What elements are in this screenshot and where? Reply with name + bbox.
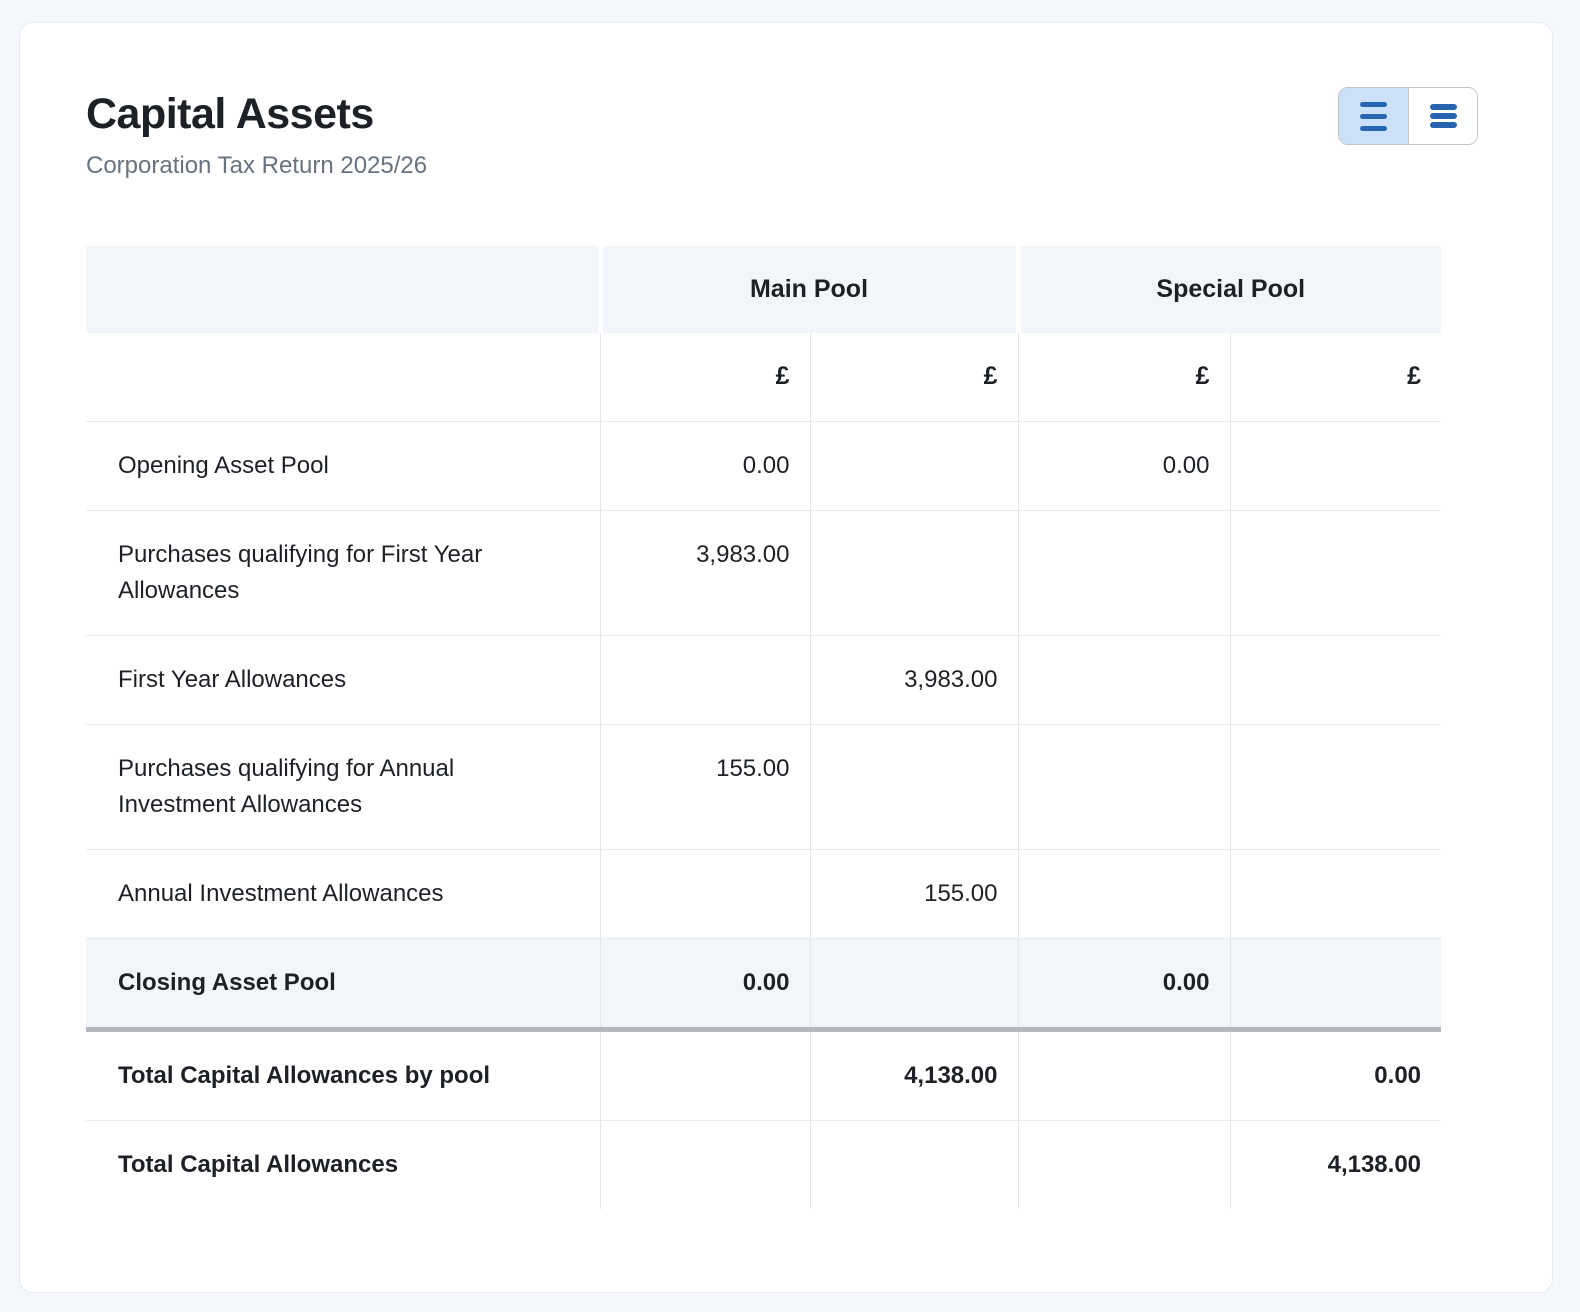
rows-compact-icon: [1429, 104, 1457, 128]
table-row: Total Capital Allowances 4,138.00: [86, 1120, 1442, 1209]
title-block: Capital Assets Corporation Tax Return 20…: [86, 89, 427, 180]
main-pool-value-1: 155.00: [599, 724, 810, 850]
special-pool-value-2: [1229, 510, 1442, 636]
table-body: Opening Asset Pool 0.00 0.00 Purchases q…: [86, 421, 1442, 1209]
special-pool-value-2: [1229, 635, 1442, 725]
main-pool-value-1: 0.00: [599, 938, 810, 1032]
table-row: Closing Asset Pool 0.00 0.00: [86, 938, 1442, 1032]
main-pool-value-1: [599, 635, 810, 725]
main-pool-value-2: 3,983.00: [809, 635, 1018, 725]
special-pool-value-1: [1017, 724, 1230, 850]
table-row: Purchases qualifying for First Year Allo…: [86, 510, 1442, 636]
currency-symbol: £: [1229, 333, 1442, 422]
main-pool-value-2: 4,138.00: [809, 1029, 1018, 1121]
empty-group-header-cell: [86, 246, 600, 333]
row-label: First Year Allowances: [86, 635, 600, 725]
currency-header-row: £ £ £ £: [86, 333, 1442, 422]
table-row: Purchases qualifying for Annual Investme…: [86, 724, 1442, 850]
row-label: Closing Asset Pool: [86, 938, 600, 1032]
special-pool-value-1: 0.00: [1017, 421, 1230, 511]
special-pool-value-2: [1229, 724, 1442, 850]
row-label: Purchases qualifying for Annual Investme…: [86, 724, 600, 850]
empty-currency-cell: [86, 333, 600, 422]
main-pool-value-2: [809, 510, 1018, 636]
special-pool-value-2: 4,138.00: [1229, 1120, 1442, 1209]
main-pool-value-1: 3,983.00: [599, 510, 810, 636]
capital-assets-table: Main Pool Special Pool £ £ £ £ Opening A…: [86, 246, 1442, 1209]
row-label: Purchases qualifying for First Year Allo…: [86, 510, 600, 636]
main-pool-value-1: [599, 1120, 810, 1209]
view-toggle: [1338, 87, 1478, 145]
capital-assets-card: Capital Assets Corporation Tax Return 20…: [19, 22, 1553, 1293]
special-pool-value-1: [1017, 635, 1230, 725]
main-pool-value-2: [809, 724, 1018, 850]
special-pool-value-1: [1017, 510, 1230, 636]
main-pool-value-1: [599, 849, 810, 939]
special-pool-value-2: [1229, 938, 1442, 1032]
special-pool-value-1: [1017, 1120, 1230, 1209]
currency-symbol: £: [1017, 333, 1230, 422]
special-pool-value-1: 0.00: [1017, 938, 1230, 1032]
special-pool-value-2: 0.00: [1229, 1029, 1442, 1121]
main-pool-value-2: [809, 938, 1018, 1032]
rows-comfortable-icon: [1360, 101, 1387, 131]
main-pool-value-1: [599, 1029, 810, 1121]
comfortable-rows-button[interactable]: [1339, 88, 1408, 144]
table-row: Opening Asset Pool 0.00 0.00: [86, 421, 1442, 511]
special-pool-header: Special Pool: [1015, 246, 1442, 333]
main-pool-value-2: 155.00: [809, 849, 1018, 939]
row-label: Opening Asset Pool: [86, 421, 600, 511]
page-title: Capital Assets: [86, 90, 374, 138]
table-row: First Year Allowances 3,983.00: [86, 635, 1442, 725]
main-pool-value-2: [809, 421, 1018, 511]
special-pool-value-2: [1229, 421, 1442, 511]
main-pool-header: Main Pool: [597, 246, 1018, 333]
special-pool-value-2: [1229, 849, 1442, 939]
card-header: Capital Assets Corporation Tax Return 20…: [86, 87, 1478, 180]
main-pool-value-1: 0.00: [599, 421, 810, 511]
row-label: Total Capital Allowances: [86, 1120, 600, 1209]
page-subtitle: Corporation Tax Return 2025/26: [86, 152, 428, 179]
table-row: Annual Investment Allowances 155.00: [86, 849, 1442, 939]
compact-rows-button[interactable]: [1408, 88, 1477, 144]
currency-symbol: £: [599, 333, 810, 422]
pool-group-header-row: Main Pool Special Pool: [86, 246, 1442, 333]
row-label: Total Capital Allowances by pool: [86, 1029, 600, 1121]
row-label: Annual Investment Allowances: [86, 849, 600, 939]
special-pool-value-1: [1017, 1029, 1230, 1121]
special-pool-value-1: [1017, 849, 1230, 939]
table-row: Total Capital Allowances by pool 4,138.0…: [86, 1029, 1442, 1121]
currency-symbol: £: [809, 333, 1018, 422]
main-pool-value-2: [809, 1120, 1018, 1209]
